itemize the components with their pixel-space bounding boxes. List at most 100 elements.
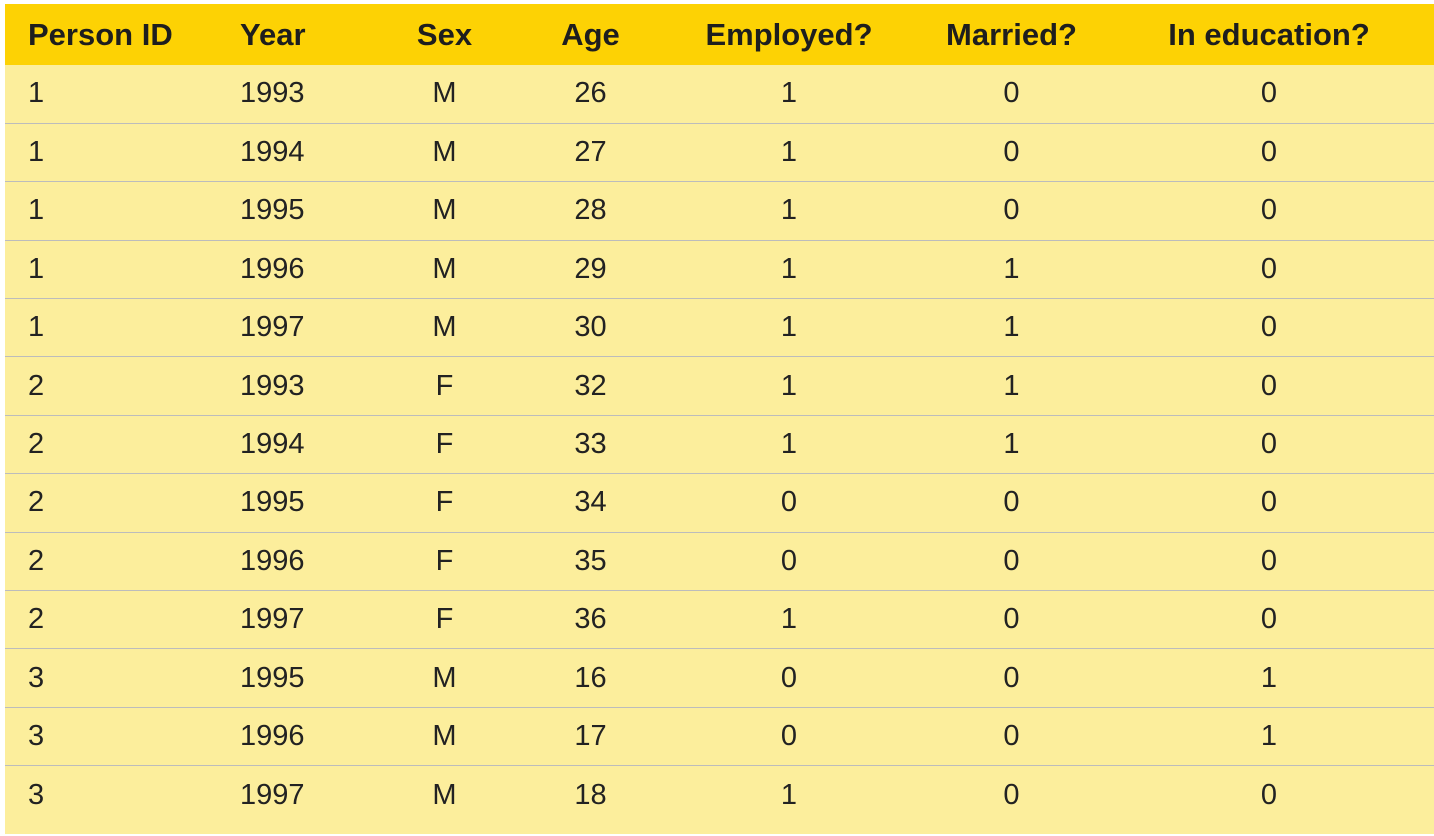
cell-married: 0 (1003, 544, 1020, 577)
cell-employed: 1 (780, 194, 798, 227)
cell-in-education: 0 (1260, 311, 1278, 344)
table-row: 2 1994 F 33 1 1 0 (5, 415, 1434, 473)
cell-year: 1997 (240, 603, 305, 636)
cell-year: 1995 (240, 661, 305, 694)
cell-age: 30 (574, 311, 607, 344)
cell-employed: 1 (780, 603, 798, 636)
cell-employed: 1 (780, 252, 798, 285)
cell-year: 1993 (240, 369, 305, 402)
cell-married: 1 (1003, 311, 1020, 344)
cell-employed: 0 (780, 719, 798, 752)
cell-in-education: 0 (1260, 544, 1278, 577)
header-employed: Employed? (705, 16, 873, 52)
cell-person-id: 1 (28, 194, 45, 227)
cell-married: 1 (1003, 428, 1020, 461)
cell-employed: 1 (780, 428, 798, 461)
cell-person-id: 2 (28, 486, 45, 519)
cell-person-id: 2 (28, 428, 45, 461)
cell-employed: 1 (780, 77, 798, 110)
cell-year: 1993 (240, 77, 305, 110)
table-row: 2 1997 F 36 1 0 0 (5, 590, 1434, 649)
header-row: Person ID Year Sex Age Employed? Married… (5, 4, 1434, 65)
header-in-education: In education? (1168, 16, 1370, 52)
cell-in-education: 0 (1260, 136, 1278, 169)
cell-married: 0 (1003, 77, 1020, 110)
cell-in-education: 0 (1260, 194, 1278, 227)
header-year: Year (240, 16, 306, 52)
cell-married: 1 (1003, 252, 1020, 285)
panel-data-table: Person ID Year Sex Age Employed? Married… (5, 4, 1434, 824)
cell-age: 33 (574, 428, 607, 461)
cell-employed: 0 (780, 661, 798, 694)
cell-age: 27 (574, 136, 607, 169)
header-person-id: Person ID (28, 16, 173, 52)
cell-age: 35 (574, 544, 607, 577)
table-row: 3 1997 M 18 1 0 0 (5, 765, 1434, 824)
cell-age: 29 (574, 252, 607, 285)
cell-sex: M (432, 77, 457, 110)
cell-in-education: 1 (1260, 719, 1278, 752)
cell-married: 0 (1003, 661, 1020, 694)
cell-married: 0 (1003, 194, 1020, 227)
cell-employed: 1 (780, 369, 798, 402)
cell-person-id: 3 (28, 661, 45, 694)
table-header: Person ID Year Sex Age Employed? Married… (5, 4, 1434, 65)
cell-age: 36 (574, 603, 607, 636)
cell-in-education: 1 (1260, 661, 1278, 694)
cell-married: 0 (1003, 778, 1020, 811)
cell-sex: M (432, 778, 457, 811)
cell-age: 16 (574, 661, 607, 694)
cell-sex: M (432, 661, 457, 694)
table-row: 1 1997 M 30 1 1 0 (5, 298, 1434, 357)
cell-age: 34 (574, 486, 607, 519)
cell-sex: F (435, 603, 454, 636)
table-body: 1 1993 M 26 1 0 0 1 1994 M 27 1 0 0 1 1995 M 28 1 0 0 1 1996 M 2… (5, 65, 1434, 824)
cell-year: 1995 (240, 194, 305, 227)
table-row: 1 1995 M 28 1 0 0 (5, 181, 1434, 240)
header-sex: Sex (416, 16, 473, 52)
cell-year: 1996 (240, 719, 305, 752)
table-row: 2 1993 F 32 1 1 0 (5, 356, 1434, 415)
cell-person-id: 2 (28, 369, 45, 402)
cell-person-id: 3 (28, 719, 45, 752)
cell-person-id: 2 (28, 544, 45, 577)
cell-year: 1996 (240, 252, 305, 285)
cell-in-education: 0 (1260, 603, 1278, 636)
cell-married: 0 (1003, 719, 1020, 752)
cell-year: 1996 (240, 544, 305, 577)
cell-married: 0 (1003, 486, 1020, 519)
cell-person-id: 1 (28, 252, 45, 285)
cell-employed: 0 (780, 486, 798, 519)
cell-sex: M (432, 136, 457, 169)
cell-sex: M (432, 194, 457, 227)
cell-person-id: 1 (28, 136, 45, 169)
cell-sex: F (435, 486, 454, 519)
cell-age: 17 (574, 719, 607, 752)
table-row: 2 1996 F 35 0 0 0 (5, 532, 1434, 590)
header-married: Married? (946, 16, 1077, 52)
table-row: 3 1996 M 17 0 0 1 (5, 707, 1434, 765)
table-row: 1 1996 M 29 1 1 0 (5, 240, 1434, 298)
cell-in-education: 0 (1260, 252, 1278, 285)
cell-employed: 1 (780, 136, 798, 169)
cell-married: 0 (1003, 136, 1020, 169)
cell-person-id: 2 (28, 603, 45, 636)
cell-age: 26 (574, 77, 607, 110)
cell-employed: 1 (780, 311, 798, 344)
cell-person-id: 1 (28, 77, 45, 110)
cell-in-education: 0 (1260, 77, 1278, 110)
cell-in-education: 0 (1260, 369, 1278, 402)
cell-year: 1994 (240, 136, 305, 169)
cell-sex: F (435, 428, 454, 461)
cell-in-education: 0 (1260, 778, 1278, 811)
table-row: 1 1994 M 27 1 0 0 (5, 123, 1434, 181)
cell-year: 1997 (240, 778, 305, 811)
cell-sex: M (432, 311, 457, 344)
table-row: 3 1995 M 16 0 0 1 (5, 648, 1434, 707)
cell-sex: F (435, 369, 454, 402)
cell-year: 1997 (240, 311, 305, 344)
cell-year: 1994 (240, 428, 305, 461)
cell-employed: 1 (780, 778, 798, 811)
cell-age: 18 (574, 778, 607, 811)
panel-data-table-container: Person ID Year Sex Age Employed? Married… (5, 4, 1434, 834)
